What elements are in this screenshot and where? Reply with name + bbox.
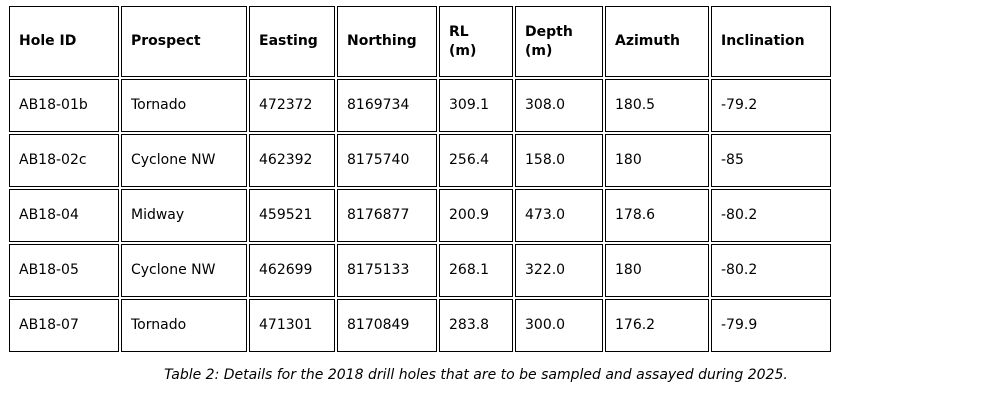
cell-prospect: Cyclone NW	[121, 244, 247, 297]
cell-azimuth: 180	[605, 244, 709, 297]
column-header-depth: Depth (m)	[515, 6, 603, 77]
cell-northing: 8176877	[337, 189, 437, 242]
column-header-hole-id: Hole ID	[9, 6, 119, 77]
cell-azimuth: 180	[605, 134, 709, 187]
cell-inclination: -80.2	[711, 244, 831, 297]
cell-depth: 322.0	[515, 244, 603, 297]
cell-depth: 308.0	[515, 79, 603, 132]
cell-hole-id: AB18-04	[9, 189, 119, 242]
cell-easting: 462392	[249, 134, 335, 187]
cell-inclination: -80.2	[711, 189, 831, 242]
cell-prospect: Midway	[121, 189, 247, 242]
header-row: Hole ID Prospect Easting Northing RL (m)…	[9, 6, 831, 77]
cell-azimuth: 176.2	[605, 299, 709, 352]
cell-easting: 471301	[249, 299, 335, 352]
cell-rl: 256.4	[439, 134, 513, 187]
table-row: AB18-01b Tornado 472372 8169734 309.1 30…	[9, 79, 831, 132]
table-row: AB18-04 Midway 459521 8176877 200.9 473.…	[9, 189, 831, 242]
cell-hole-id: AB18-01b	[9, 79, 119, 132]
column-header-azimuth: Azimuth	[605, 6, 709, 77]
cell-northing: 8169734	[337, 79, 437, 132]
cell-northing: 8175133	[337, 244, 437, 297]
column-header-easting: Easting	[249, 6, 335, 77]
cell-easting: 459521	[249, 189, 335, 242]
cell-inclination: -79.2	[711, 79, 831, 132]
cell-northing: 8175740	[337, 134, 437, 187]
cell-azimuth: 180.5	[605, 79, 709, 132]
column-header-northing: Northing	[337, 6, 437, 77]
drill-holes-table: Hole ID Prospect Easting Northing RL (m)…	[7, 4, 833, 354]
column-header-inclination: Inclination	[711, 6, 831, 77]
cell-rl: 200.9	[439, 189, 513, 242]
cell-rl: 309.1	[439, 79, 513, 132]
table-row: AB18-07 Tornado 471301 8170849 283.8 300…	[9, 299, 831, 352]
cell-easting: 462699	[249, 244, 335, 297]
column-header-prospect: Prospect	[121, 6, 247, 77]
cell-azimuth: 178.6	[605, 189, 709, 242]
cell-depth: 473.0	[515, 189, 603, 242]
cell-hole-id: AB18-07	[9, 299, 119, 352]
cell-inclination: -85	[711, 134, 831, 187]
table-row: AB18-02c Cyclone NW 462392 8175740 256.4…	[9, 134, 831, 187]
cell-depth: 300.0	[515, 299, 603, 352]
cell-depth: 158.0	[515, 134, 603, 187]
cell-easting: 472372	[249, 79, 335, 132]
table-caption: Table 2: Details for the 2018 drill hole…	[164, 367, 788, 383]
cell-hole-id: AB18-05	[9, 244, 119, 297]
cell-rl: 283.8	[439, 299, 513, 352]
cell-prospect: Tornado	[121, 299, 247, 352]
cell-rl: 268.1	[439, 244, 513, 297]
drill-holes-table-container: Hole ID Prospect Easting Northing RL (m)…	[7, 4, 833, 383]
cell-hole-id: AB18-02c	[9, 134, 119, 187]
table-row: AB18-05 Cyclone NW 462699 8175133 268.1 …	[9, 244, 831, 297]
cell-northing: 8170849	[337, 299, 437, 352]
column-header-rl: RL (m)	[439, 6, 513, 77]
cell-prospect: Cyclone NW	[121, 134, 247, 187]
cell-inclination: -79.9	[711, 299, 831, 352]
cell-prospect: Tornado	[121, 79, 247, 132]
